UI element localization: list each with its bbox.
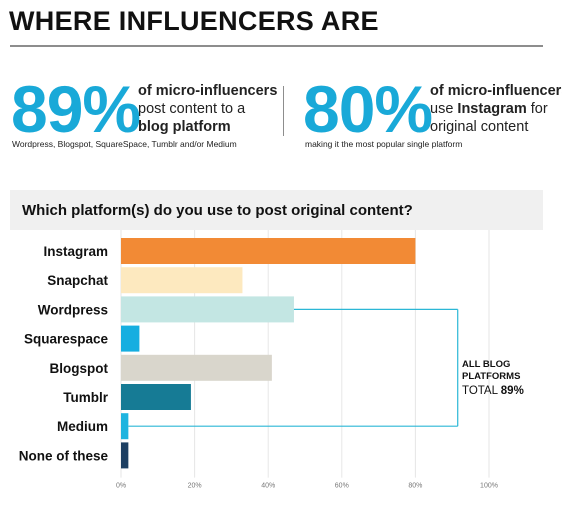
bar-tumblr (121, 384, 191, 410)
category-label: Squarespace (24, 332, 109, 347)
x-tick-label: 0% (116, 483, 126, 490)
x-tick-label: 40% (261, 483, 275, 490)
stat-line1: of micro-influencers (138, 83, 278, 99)
category-label: Instagram (43, 244, 108, 259)
stat-line2: post content to a (138, 101, 246, 117)
blog-platforms-annotation: ALL BLOG PLATFORMS TOTAL 89% (462, 359, 524, 399)
stat-description: of micro-influencers post content to a b… (138, 82, 277, 136)
stat-percent: 80% (303, 72, 433, 146)
stat-description: of micro-influencers use Instagram for o… (430, 82, 562, 136)
x-tick-label: 100% (480, 483, 498, 490)
stat-line2-bold: Instagram (457, 101, 527, 117)
x-tick-label: 20% (188, 483, 202, 490)
annotation-total: TOTAL 89% (462, 384, 524, 399)
bar-medium (121, 413, 129, 440)
bar-none-of-these (121, 442, 129, 469)
bar-squarespace (121, 325, 140, 352)
annotation-total-value: 89% (500, 385, 524, 397)
category-label: Tumblr (63, 390, 108, 405)
x-tick-label: 60% (335, 483, 349, 490)
stat-percent: 89% (11, 72, 141, 146)
bar-wordpress (121, 296, 294, 323)
annotation-total-label: TOTAL (462, 385, 501, 397)
chart-title: Which platform(s) do you use to post ori… (22, 202, 413, 219)
category-label: Blogspot (50, 361, 109, 376)
category-label: None of these (19, 448, 109, 463)
bar-instagram (121, 238, 416, 264)
category-label: Medium (57, 419, 108, 434)
annotation-line2: PLATFORMS (462, 371, 521, 382)
bar-blogspot (121, 354, 272, 381)
stat-note: making it the most popular single platfo… (305, 139, 463, 149)
stat-line2-pre: use (430, 101, 458, 117)
bar-chart: 0% 20% 40% 60% 80% 100% Instagram Snapchat Wordp… (19, 230, 498, 490)
category-label: Snapchat (47, 273, 108, 288)
stat-line3: original content (430, 119, 529, 135)
chart-title-box: Which platform(s) do you use to post ori… (10, 190, 543, 230)
annotation-line1: ALL BLOG (462, 359, 511, 370)
stat-divider (283, 86, 284, 136)
stat-line1: of micro-influencers (430, 83, 562, 99)
category-label: Wordpress (38, 302, 108, 317)
bar-snapchat (121, 267, 243, 294)
title-divider (10, 45, 543, 47)
stat-line3: blog platform (138, 119, 231, 135)
page-title: WHERE INFLUENCERS ARE (9, 6, 379, 36)
stat-note: Wordpress, Blogspot, SquareSpace, Tumblr… (12, 139, 237, 149)
stat-line2-post: for (526, 101, 548, 117)
x-tick-label: 80% (408, 483, 422, 490)
